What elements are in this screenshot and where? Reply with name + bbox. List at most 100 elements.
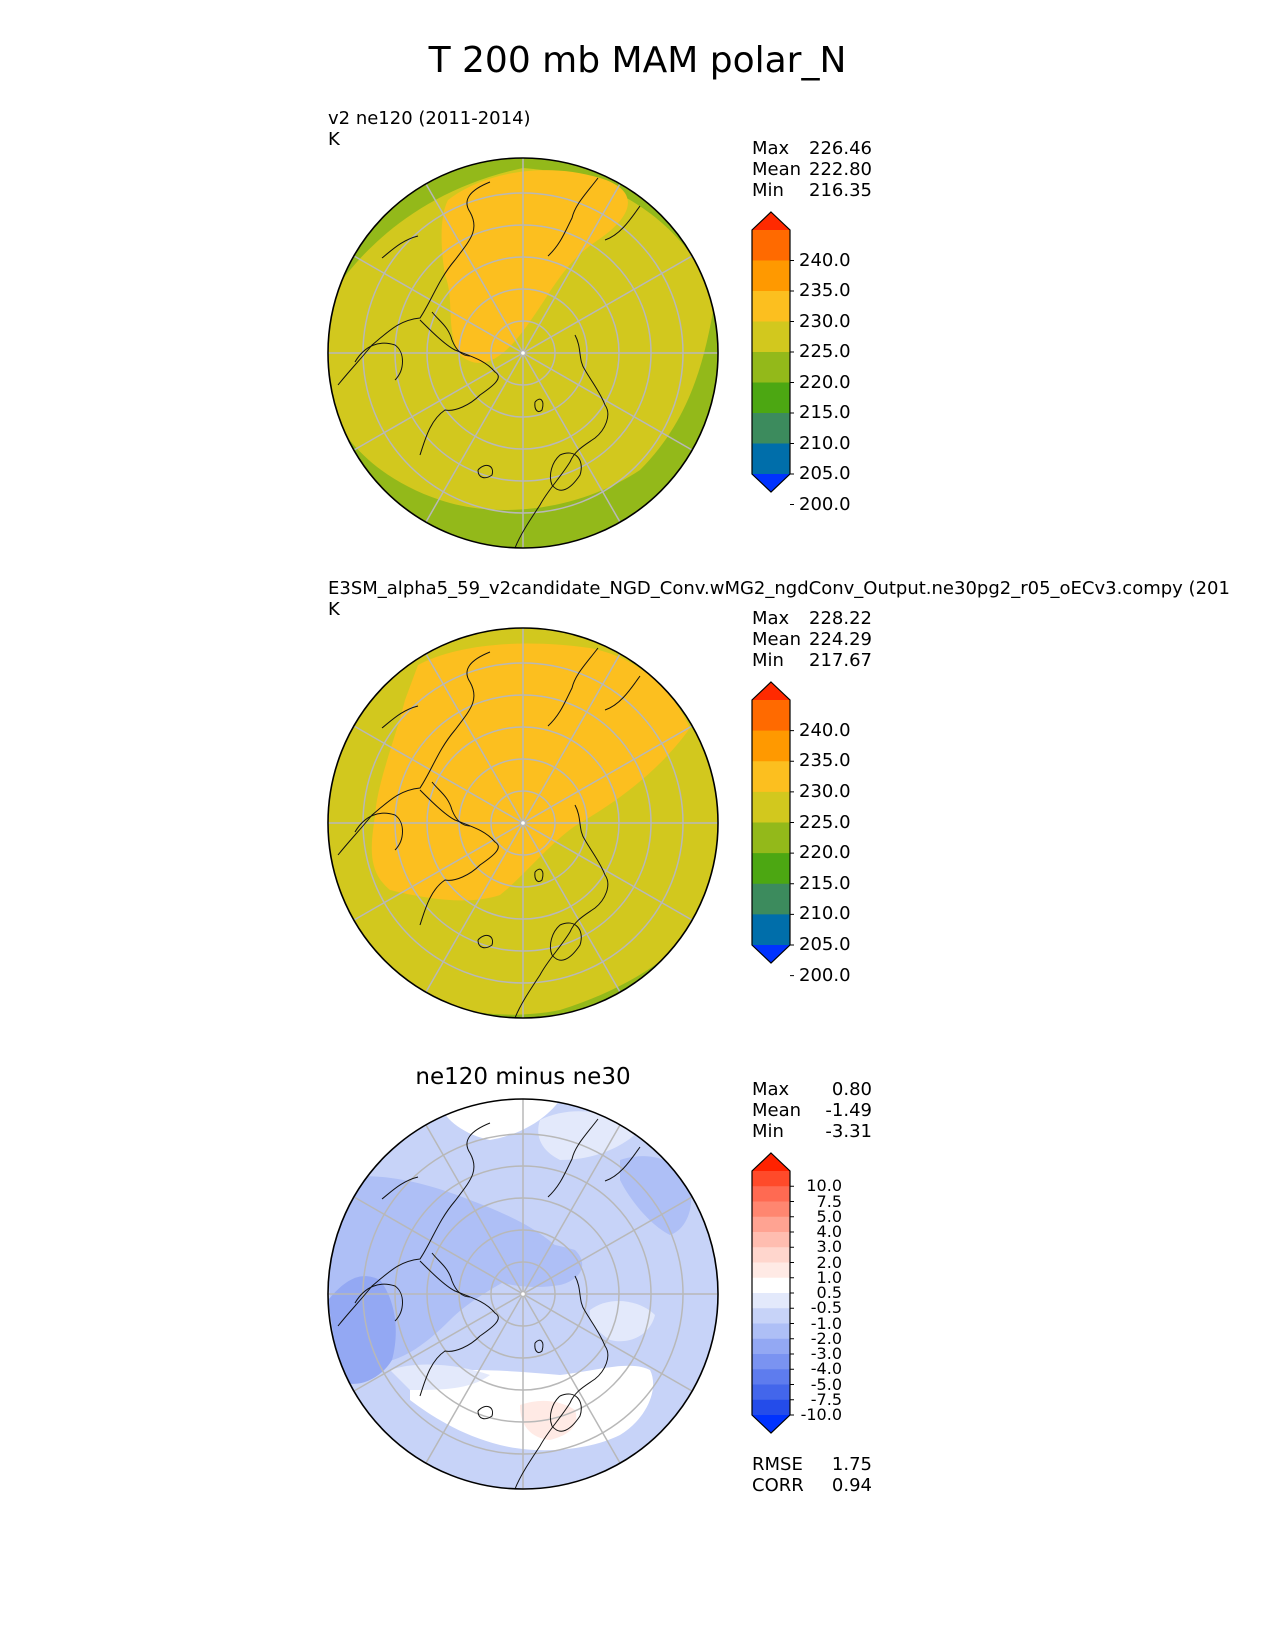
colorbar-tick-label: 240.0 [799,719,851,741]
stat-label: Min [752,180,784,201]
panel3-stats: Max 0.80 Mean -1.49 Min -3.31 [752,1079,872,1145]
field-band-minus2-minus3 [620,1156,692,1235]
stat-label: Min [752,1121,784,1142]
panel3-title: ne120 minus ne30 [415,1064,631,1090]
colorbar-segment [752,1277,790,1294]
metric-value: 1.75 [831,1454,872,1475]
colorbar-segment [752,1262,790,1279]
map-border [327,627,719,1019]
field-band-minus05-minus1 [589,1300,655,1342]
colorbar-tick-label: 205.0 [799,463,851,484]
pole-marker [521,1292,525,1296]
field-band-225-230 [441,170,628,363]
colorbar-tick-label: 215.0 [799,402,851,423]
coastlines [337,1118,641,1489]
figure-title: T 200 mb MAM polar_N [428,40,847,81]
colorbar-segment [752,1171,790,1187]
colorbar-segment [752,291,790,323]
colorbar-segment [752,791,790,824]
colorbar-extend-min [752,945,790,963]
colorbar-segment [752,1338,790,1355]
stat-label: Min [752,650,784,671]
colorbar-tick-label: -2.0 [810,1328,842,1348]
colorbar-segment [752,1201,790,1218]
colorbar-segment [752,443,790,475]
colorbar-segment [752,1369,790,1386]
colorbar-segment [752,1232,790,1248]
colorbar-segment [752,1354,790,1370]
colorbar-tick-label: 4.0 [816,1222,842,1241]
colorbar-tick-label: 240.0 [799,249,851,271]
colorbar-tick-label: 5.0 [816,1206,842,1226]
colorbar-segment [752,352,790,384]
colorbar-outline [751,1152,791,1434]
stat-value: 216.35 [809,180,872,201]
field-band-minus05-minus1 [538,1111,640,1160]
colorbar-segment [752,883,790,915]
colorbar-tick-label: -3.0 [810,1344,842,1363]
colorbar-tick-label: 2.0 [816,1252,842,1272]
colorbar-tick-label: 235.0 [799,750,851,772]
colorbar-segment [752,321,790,353]
stat-value: 222.80 [809,159,872,180]
colorbar-tick-label: 220.0 [799,842,851,864]
pole-marker [521,351,525,355]
colorbar-tick-label: -10.0 [800,1405,842,1424]
colorbar-tick-label: -0.5 [810,1298,842,1318]
colorbar-segment [752,1399,790,1416]
metric-label: CORR [752,1475,804,1496]
colorbar-tick-label: 210.0 [799,903,851,925]
colorbar-segment [752,1384,790,1401]
colorbar-extend-min [752,1415,790,1433]
colorbar-segment [752,413,790,445]
field-band-pink [520,1400,577,1440]
colorbar-tick-label: 205.0 [799,934,851,955]
colorbar-tick-label: 3.0 [816,1237,842,1257]
coastlines [337,177,641,548]
colorbar-segment [752,1186,790,1203]
panel2-stats: Max 228.22 Mean 224.29 Min 217.67 [752,608,872,674]
metric-label: RMSE [752,1454,803,1475]
panel1-title: v2 ne120 (2011-2014) [328,108,531,129]
map-border [327,1098,719,1490]
colorbar-segment [752,700,790,732]
colorbar-tick-label: 0.5 [816,1283,842,1302]
colorbar-outline [751,681,791,964]
colorbar-extend-max [752,212,790,230]
colorbar-tick-label: -5.0 [810,1374,842,1394]
colorbar-tick-label: 10.0 [806,1176,842,1196]
stat-value: -3.31 [825,1121,872,1142]
colorbar-tick-label: 230.0 [799,780,851,802]
stat-label: Mean [752,629,802,650]
colorbar-segment [752,761,790,793]
colorbar-tick-label: -1.0 [810,1313,842,1333]
colorbar-segment [752,1216,790,1233]
colorbar-tick-label: 210.0 [799,432,851,454]
colorbar-segment [752,1247,790,1264]
colorbar-segment [752,822,790,854]
colorbar-outline [751,211,791,493]
colorbars [751,211,794,1434]
colorbar-segment [752,1323,790,1340]
panel3-metrics: RMSE 1.75 CORR 0.94 [752,1454,872,1498]
map-panel-1 [327,157,719,549]
map-panel-2 [327,627,719,1019]
stat-value: 226.46 [809,138,872,159]
stat-value: 217.67 [809,650,872,671]
colorbar-segment [752,853,790,885]
panel2-title: E3SM_alpha5_59_v2candidate_NGD_Conv.wMG2… [328,578,1230,599]
stat-label: Max [752,138,790,159]
stat-label: Mean [752,159,802,180]
field-band-white [440,1099,560,1140]
colorbar-tick-label: 225.0 [799,811,851,833]
stat-value: 0.80 [831,1079,872,1100]
stat-value: 224.29 [809,629,872,650]
stat-label: Max [752,1079,790,1100]
colorbar-segment [752,914,790,946]
field-band-minus3-minus4 [328,1276,396,1384]
map-border [327,157,719,549]
stat-label: Max [752,608,790,629]
colorbar-segment [752,1293,790,1309]
panel1-stats: Max 226.46 Mean 222.80 Min 216.35 [752,138,872,204]
colorbar-tick-label: 235.0 [799,280,851,301]
